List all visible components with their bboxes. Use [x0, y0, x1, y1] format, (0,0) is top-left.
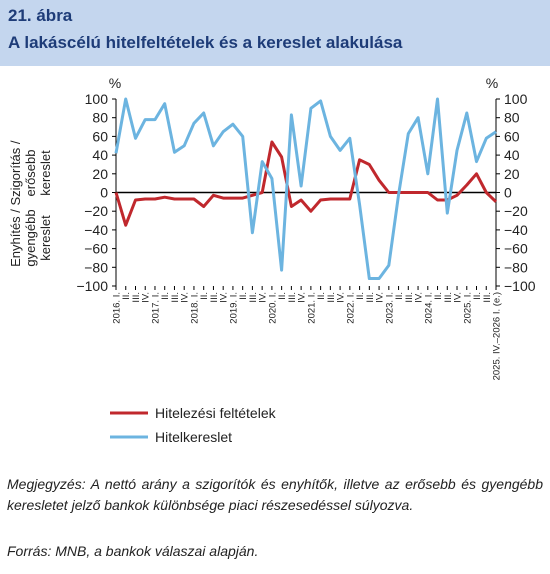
x-tick-label: II.	[433, 292, 444, 300]
x-tick-label: IV.	[219, 292, 230, 303]
x-tick-label: 2018. I.	[189, 292, 200, 324]
x-tick-label: 2025. I.	[462, 292, 473, 324]
x-tick-label: II.	[238, 292, 249, 300]
x-tick-label: III.	[326, 292, 337, 303]
legend-label: Hitelkereslet	[155, 429, 232, 445]
y-tick-left-label: −40	[84, 222, 108, 238]
y-tick-right-label: 100	[504, 91, 528, 107]
lower-axis-label-line: Enyhítés /	[8, 209, 23, 267]
x-tick-label: 2021. I.	[306, 292, 317, 324]
x-tick-label: IV.	[414, 292, 425, 303]
x-tick-label: IV.	[258, 292, 269, 303]
y-tick-left-label: −80	[84, 259, 108, 275]
x-tick-label: IV.	[297, 292, 308, 303]
figure-number: 21. ábra	[8, 6, 73, 25]
x-tick-label: IV.	[141, 292, 152, 303]
figure-source: Forrás: MNB, a bankok válaszai alapján.	[7, 543, 259, 559]
x-tick-label: III.	[482, 292, 493, 303]
series-lines	[114, 97, 498, 280]
y-tick-right-label: 60	[504, 128, 520, 144]
lower-axis-label-line: gyengébb	[23, 209, 38, 266]
y-tick-right-label: 0	[504, 185, 512, 201]
x-tick-label: IV.	[336, 292, 347, 303]
figure-note: Megjegyzés: A nettó arány a szigorítók é…	[7, 476, 543, 513]
y-tick-right-label: 40	[504, 147, 520, 163]
lower-axis-label: Enyhítés / gyengébb kereslet	[8, 209, 53, 267]
figure-title: A lakáscélú hitelfeltételek és a keresle…	[8, 33, 403, 52]
x-tick-label: 2016. I.	[112, 292, 123, 324]
upper-axis-label-line: erősebb	[23, 150, 38, 197]
x-tick-label: II.	[121, 292, 132, 300]
upper-axis-label-line: kereslet	[38, 150, 53, 196]
x-tick-label: 2022. I.	[345, 292, 356, 324]
y-tick-right-label: −60	[504, 241, 528, 257]
y-axis-left: −100 −80 −60 −40 −20 0 20 40 60 80 100	[76, 91, 117, 294]
y-tick-right-label: −80	[504, 259, 528, 275]
y-tick-left-label: −100	[76, 278, 108, 294]
y-tick-left-label: 20	[92, 166, 108, 182]
y-tick-left-label: 0	[100, 185, 108, 201]
y-axis-right-unit: %	[486, 75, 498, 91]
x-tick-label: III.	[248, 292, 259, 303]
x-tick-label: 2017. I.	[150, 292, 161, 324]
series-line-1	[114, 97, 497, 280]
series-line-0	[114, 140, 498, 227]
y-tick-left-label: 80	[92, 110, 108, 126]
y-tick-right-label: −40	[504, 222, 528, 238]
x-tick-label: II.	[160, 292, 171, 300]
x-tick-label: 2024. I.	[423, 292, 434, 324]
x-tick-label: II.	[472, 292, 483, 300]
figure-header: 21. ábra A lakáscélú hitelfeltételek és …	[0, 0, 550, 66]
y-tick-right-label: 20	[504, 166, 520, 182]
upper-axis-label-line: Szigorítás /	[8, 140, 23, 205]
x-tick-label: IV.	[453, 292, 464, 303]
legend: Hitelezési feltételek Hitelkereslet	[110, 405, 277, 445]
y-axis-right: −100 −80 −60 −40 −20 0 20 40 60 80 100	[495, 91, 536, 294]
x-tick-label: III.	[170, 292, 181, 303]
x-tick-label: IV.	[180, 292, 191, 303]
y-tick-left-label: 100	[85, 91, 109, 107]
y-tick-left-label: −20	[84, 203, 108, 219]
x-tick-label: II.	[355, 292, 366, 300]
y-axis-left-unit: %	[109, 75, 121, 91]
x-tick-label: II.	[199, 292, 210, 300]
x-tick-label: III.	[443, 292, 454, 303]
x-tick-label: II.	[394, 292, 405, 300]
y-tick-right-label: −20	[504, 203, 528, 219]
x-tick-label: III.	[365, 292, 376, 303]
x-tick-label: 2025. IV.–2026 I. (e.)	[492, 292, 503, 380]
x-tick-label: 2020. I.	[267, 292, 278, 324]
x-tick-label: 2023. I.	[384, 292, 395, 324]
x-tick-label: III.	[209, 292, 220, 303]
x-tick-label: III.	[404, 292, 415, 303]
lower-axis-label-line: kereslet	[38, 215, 53, 261]
y-tick-left-label: 40	[92, 147, 108, 163]
y-tick-right-label: −100	[504, 278, 536, 294]
x-tick-label: III.	[287, 292, 298, 303]
legend-label: Hitelezési feltételek	[155, 405, 277, 421]
x-tick-label: II.	[277, 292, 288, 300]
x-tick-label: IV.	[375, 292, 386, 303]
x-tick-label: 2019. I.	[228, 292, 239, 324]
y-tick-left-label: −60	[84, 241, 108, 257]
x-axis: 2016. I.II.III.IV.2017. I.II.III.IV.2018…	[112, 286, 503, 380]
y-tick-left-label: 60	[92, 128, 108, 144]
upper-axis-label: Szigorítás / erősebb kereslet	[8, 140, 53, 205]
y-tick-right-label: 80	[504, 110, 520, 126]
x-tick-label: III.	[131, 292, 142, 303]
x-tick-label: II.	[316, 292, 327, 300]
